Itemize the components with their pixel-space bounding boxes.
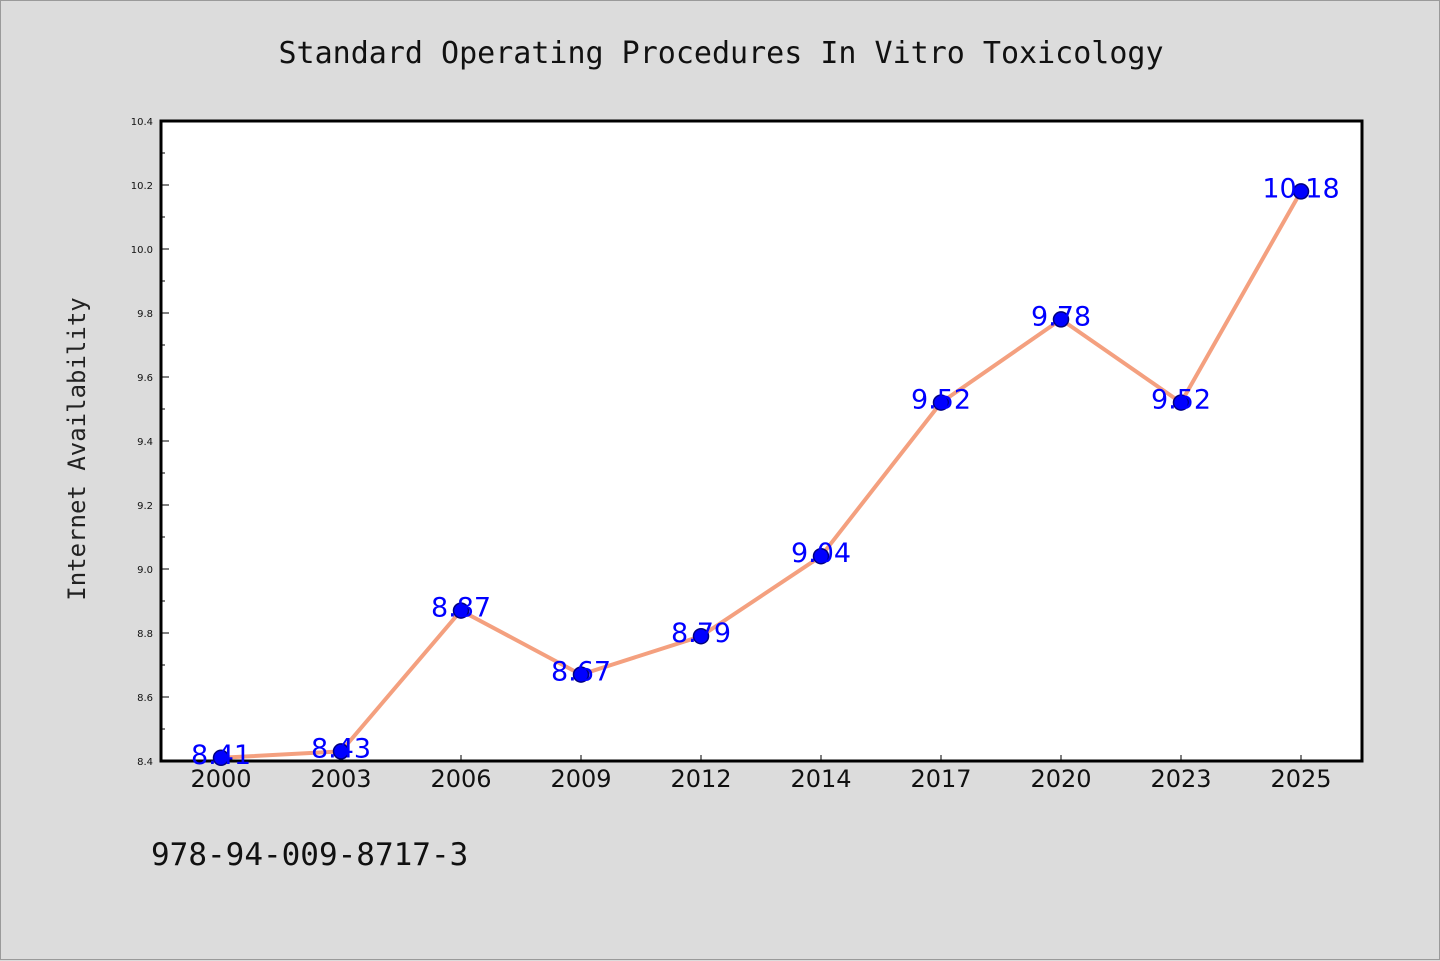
data-label: 9.04 [791, 538, 851, 569]
y-axis: 8.4 8.6 8.8 9.0 9.2 9.4 9.6 9.8 10.0 10.2 10.4 [131, 117, 169, 768]
y-axis-label: Internet Availability [63, 297, 91, 600]
data-point [572, 666, 590, 683]
y-tick-label: 9.4 [137, 437, 153, 448]
data-labels: 8.41 8.43 8.87 8.67 8.79 9.04 9.52 9.78 9.52 10.1… [191, 173, 1340, 770]
x-tick-label: 2000 [190, 765, 251, 793]
series-line-group [219, 189, 1303, 760]
y-tick-label: 10.4 [131, 117, 153, 128]
series-line-segment [939, 317, 1063, 405]
data-point [332, 743, 350, 760]
y-tick-label: 9.2 [137, 501, 153, 512]
y-tick-label: 8.8 [137, 629, 153, 640]
x-tick-label: 2020 [1030, 765, 1091, 793]
x-tick-label: 2025 [1270, 765, 1331, 793]
y-tick-label: 9.8 [137, 309, 153, 320]
x-tick-label: 2003 [310, 765, 371, 793]
y-tick-label: 9.0 [137, 565, 153, 576]
data-point [1052, 311, 1070, 328]
data-points [212, 183, 1310, 767]
x-tick-label: 2014 [790, 765, 851, 793]
series-line-segment [819, 400, 943, 559]
data-label: 8.43 [311, 733, 371, 764]
y-tick-label: 10.0 [131, 245, 153, 256]
x-tick-label: 2009 [550, 765, 611, 793]
data-label: 8.79 [671, 618, 731, 649]
series-line-segment [459, 608, 583, 677]
data-label: 9.52 [1151, 385, 1211, 416]
data-point [812, 547, 830, 565]
data-label: 8.67 [551, 657, 611, 688]
data-point [452, 602, 470, 619]
data-point [692, 627, 710, 645]
series-line-segment [579, 634, 703, 677]
series-line-segment [219, 749, 343, 760]
plot-area [159, 119, 1364, 763]
data-label: 10.18 [1262, 173, 1339, 204]
x-tick-label: 2012 [670, 765, 731, 793]
footnote-isbn: 978-94-009-8717-3 [151, 837, 468, 873]
data-point [932, 394, 950, 411]
series-line-segment [339, 608, 463, 754]
y-tick-label: 9.6 [137, 373, 153, 384]
data-label: 9.52 [911, 385, 971, 416]
y-tick-label: 10.2 [131, 181, 153, 192]
x-tick-label: 2006 [430, 765, 491, 793]
data-point [1172, 394, 1190, 411]
series-line-segment [1179, 189, 1303, 405]
data-label: 8.41 [191, 740, 251, 771]
data-point [1292, 183, 1310, 200]
chart-title: Standard Operating Procedures In Vitro T… [278, 36, 1163, 71]
series-line-segment [699, 554, 823, 639]
y-tick-label: 8.4 [137, 757, 153, 768]
data-label: 8.87 [431, 593, 491, 624]
x-tick-label: 2023 [1150, 765, 1211, 793]
y-tick-label: 8.6 [137, 693, 153, 704]
x-axis: 2000 2003 2006 2009 2012 2014 2017 2020 2023 2025 [190, 755, 1332, 793]
data-label: 9.78 [1031, 301, 1091, 332]
data-point [212, 749, 230, 767]
series-line-segment [1059, 317, 1183, 405]
x-tick-label: 2017 [910, 765, 971, 793]
